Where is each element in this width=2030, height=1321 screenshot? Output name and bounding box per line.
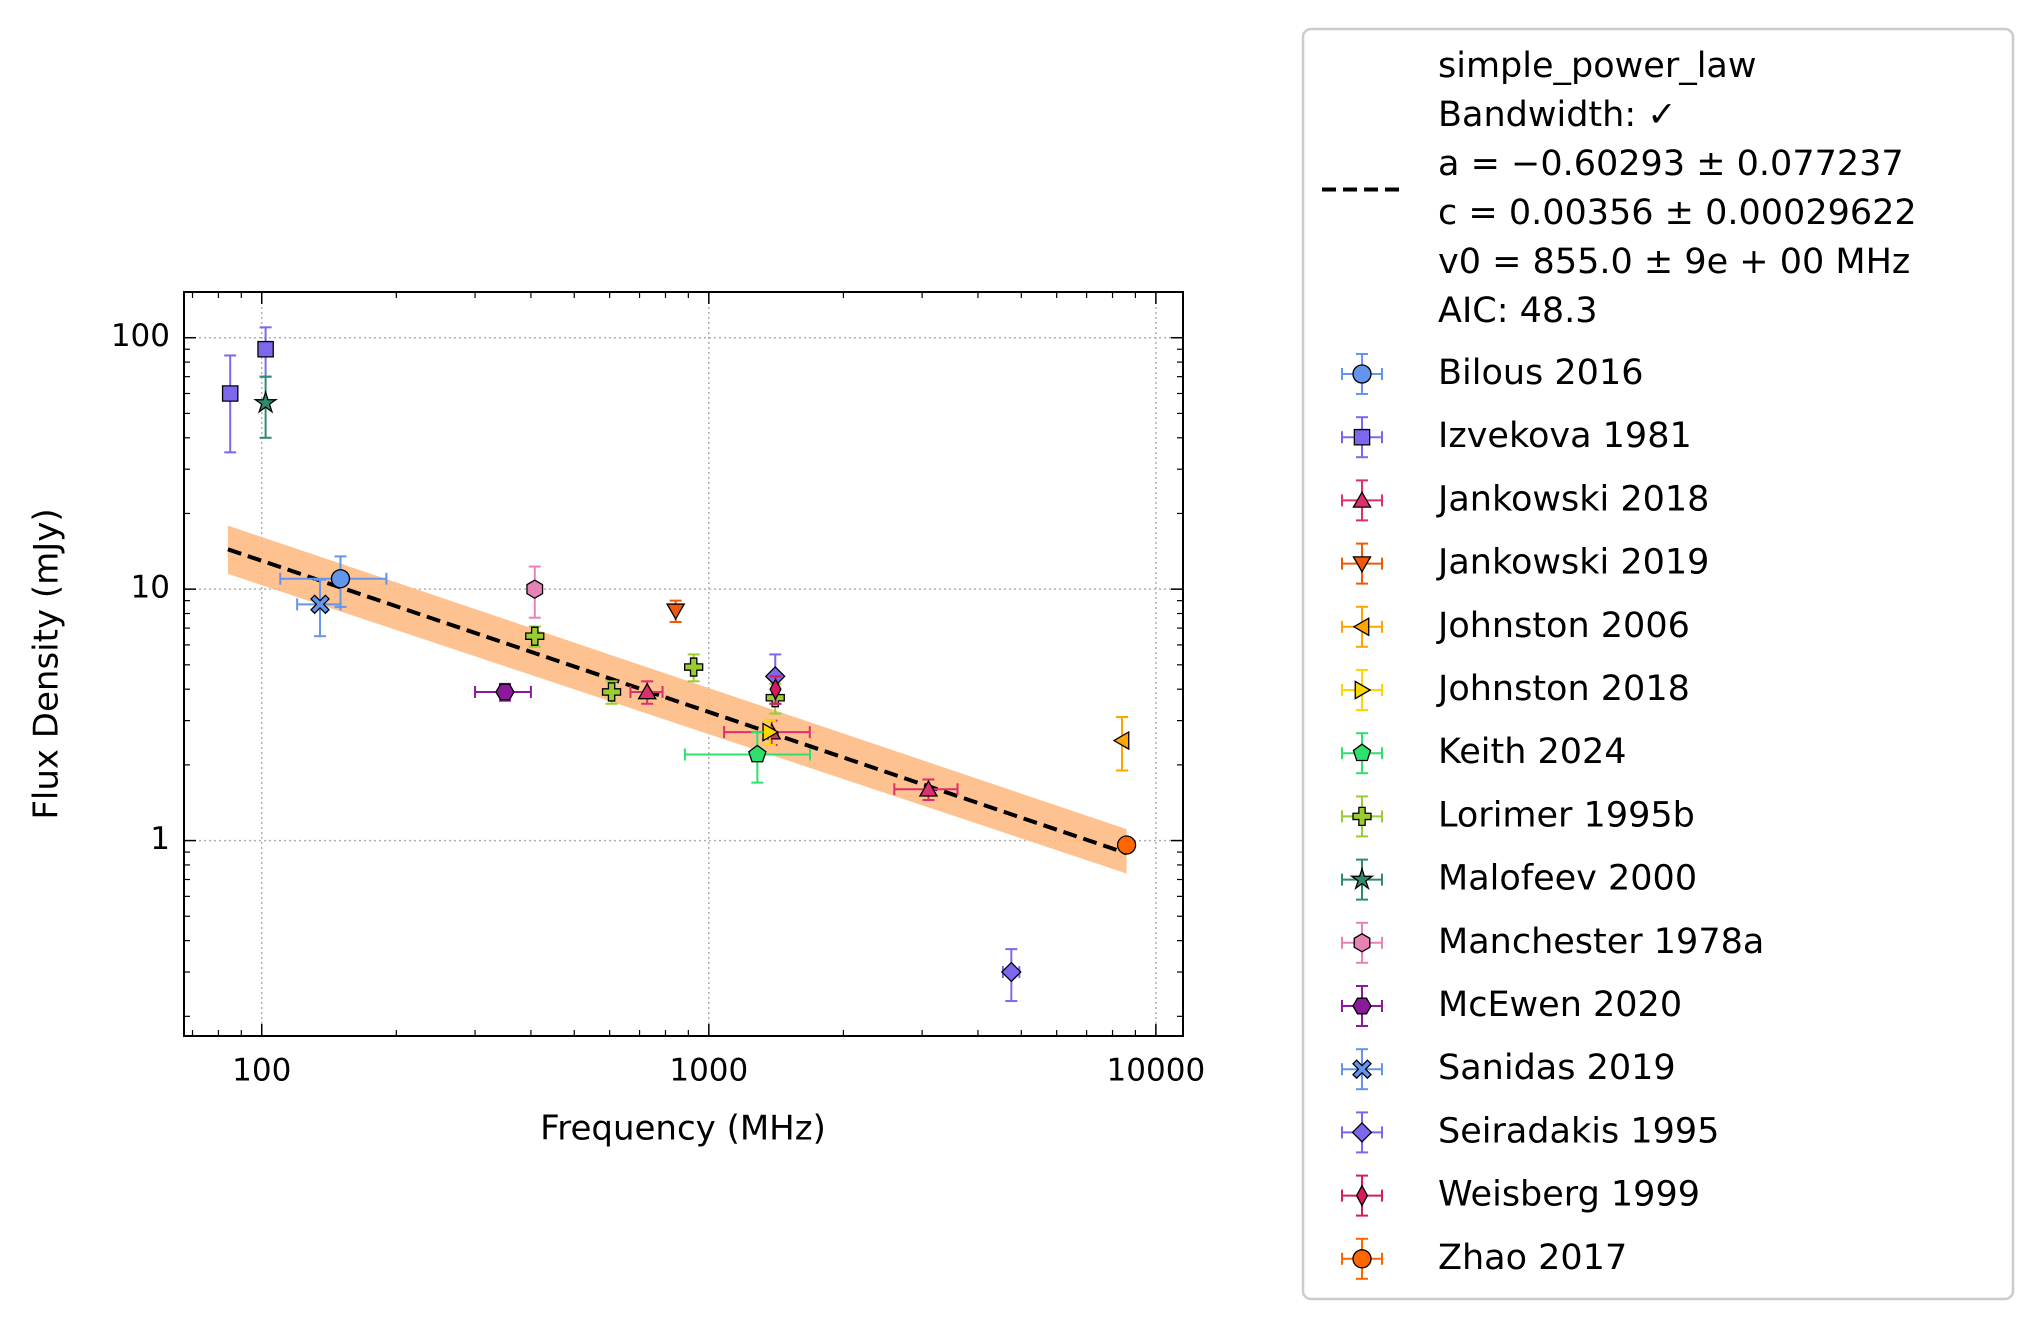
legend-entry: Seiradakis 1995: [1341, 1111, 1719, 1154]
x-tick-label: 1000: [669, 1053, 748, 1089]
legend-entry: Jankowski 2019: [1341, 542, 1709, 585]
legend-entry: Weisberg 1999: [1341, 1174, 1700, 1217]
legend-marker: [1352, 806, 1372, 827]
legend-label: v0 = 855.0 ± 9e + 00 MHz: [1438, 242, 1910, 282]
legend-label: Bilous 2016: [1438, 353, 1644, 393]
y-tick-label: 1: [150, 821, 170, 857]
legend-marker: [1355, 1184, 1369, 1207]
legend-marker: [1352, 1249, 1372, 1269]
legend-label: Bandwidth: ✓: [1438, 95, 1677, 135]
marker: [253, 390, 278, 414]
marker: [684, 657, 704, 677]
fit-line: [227, 547, 1128, 856]
legend-entry: Manchester 1978a: [1341, 921, 1764, 964]
marker: [1116, 835, 1137, 855]
legend-entry: Lorimer 1995b: [1341, 795, 1695, 838]
legend-label: Izvekova 1981: [1438, 416, 1692, 456]
legend-marker: [1352, 617, 1370, 637]
marker: [221, 385, 239, 402]
legend-marker: [1352, 1059, 1372, 1080]
legend-label: Weisberg 1999: [1438, 1175, 1700, 1215]
marker: [257, 340, 274, 358]
marker: [918, 779, 939, 797]
marker: [665, 603, 686, 621]
legend-label: a = −0.60293 ± 0.077237: [1438, 144, 1904, 184]
legend-label: Keith 2024: [1438, 732, 1627, 772]
legend-entry: Johnston 2006: [1341, 605, 1690, 648]
x-tick-label: 10000: [1107, 1053, 1206, 1089]
legend-marker: [1349, 866, 1375, 891]
marker: [748, 744, 767, 763]
marker: [601, 682, 622, 702]
marker: [310, 594, 330, 615]
legend-marker: [1353, 933, 1371, 953]
legend-label: Sanidas 2019: [1438, 1048, 1676, 1088]
y-axis-label: Flux Density (mJy): [27, 508, 67, 819]
legend-label: Manchester 1978a: [1438, 922, 1764, 962]
legend-entry: Keith 2024: [1341, 732, 1627, 775]
x-tick-label: 100: [232, 1053, 291, 1089]
legend-label: AIC: 48.3: [1438, 291, 1598, 331]
marker: [495, 683, 515, 701]
legend-entry: Sanidas 2019: [1341, 1048, 1676, 1091]
legend-label: Johnston 2006: [1436, 606, 1690, 646]
legend-box: [1301, 27, 2015, 1301]
legend-marker: [1352, 997, 1372, 1015]
y-tick-label: 100: [111, 318, 170, 354]
legend-entry: McEwen 2020: [1341, 985, 1682, 1027]
legend-label: Malofeev 2000: [1438, 859, 1697, 899]
legend-label: Johnston 2018: [1436, 669, 1690, 709]
legend-entry: Zhao 2017: [1341, 1237, 1627, 1280]
legend-label: c = 0.00356 ± 0.00029622: [1438, 193, 1917, 233]
marker: [1112, 730, 1130, 751]
x-axis-label: Frequency (MHz): [540, 1109, 826, 1149]
legend-marker: [1352, 490, 1372, 508]
marker: [769, 677, 782, 701]
legend-label: Zhao 2017: [1438, 1238, 1627, 1278]
legend-marker: [1354, 680, 1372, 700]
legend-entry: Izvekova 1981: [1341, 416, 1692, 459]
marker: [330, 569, 351, 589]
axes-frame: [183, 291, 1184, 1037]
legend-label: Seiradakis 1995: [1438, 1111, 1719, 1151]
marker: [1000, 961, 1022, 983]
marker: [526, 579, 544, 599]
legend-label: McEwen 2020: [1438, 985, 1682, 1025]
legend-marker: [1352, 556, 1372, 574]
plot-area: [221, 326, 1137, 1003]
legend-entry: Malofeev 2000: [1341, 858, 1697, 901]
legend-entry: Johnston 2018: [1341, 669, 1690, 711]
legend-marker: [1352, 743, 1372, 762]
marker: [525, 626, 545, 646]
y-tick-label: 10: [131, 570, 170, 606]
legend-label: Jankowski 2018: [1436, 479, 1709, 519]
legend-label: Jankowski 2019: [1436, 543, 1709, 583]
legend-entry: Jankowski 2018: [1341, 479, 1709, 522]
legend-marker: [1351, 1122, 1373, 1143]
legend-label: simple_power_law: [1438, 46, 1757, 86]
legend-marker: [1353, 428, 1371, 446]
marker: [637, 682, 657, 700]
legend-marker: [1352, 364, 1372, 384]
legend-label: Lorimer 1995b: [1438, 795, 1695, 835]
legend-entry: Bilous 2016: [1341, 353, 1644, 395]
